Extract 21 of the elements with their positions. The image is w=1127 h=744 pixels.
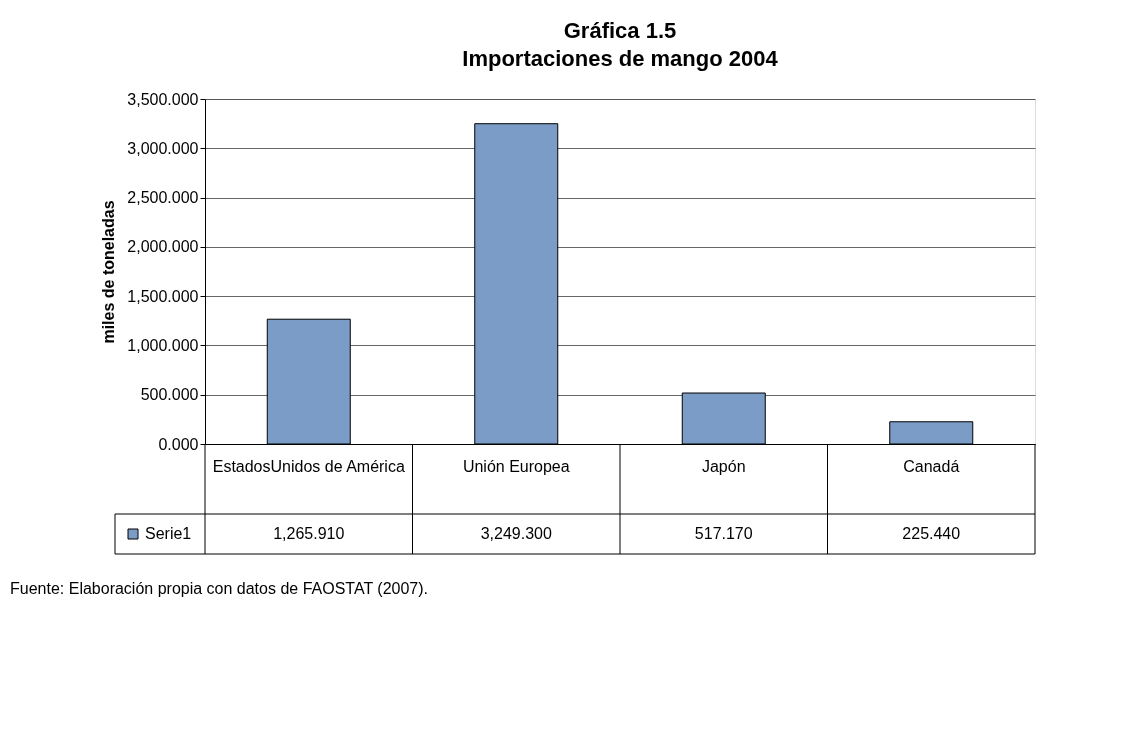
y-tick-label: 500.000 (140, 386, 199, 404)
data-label: 1,265.910 (273, 525, 345, 542)
data-label: 517.170 (694, 525, 753, 542)
y-tick-label: 3,500.000 (127, 90, 199, 108)
x-tick-label: Canadá (903, 457, 960, 475)
data-label: 225.440 (902, 525, 961, 542)
source-note: Fuente: Elaboración propia con datos de FAOSTAT (2007). (10, 580, 429, 597)
y-axis-title: miles de toneladas (100, 200, 118, 344)
y-tick-label: 3,000.000 (127, 139, 199, 157)
y-tick-label: 2,500.000 (127, 189, 199, 207)
legend-label: Serie1 (145, 525, 192, 542)
chart-subtitle: Importaciones de mango 2004 (462, 46, 779, 71)
chart-title: Gráfica 1.5 (563, 18, 677, 43)
x-tick-label: Unión Europea (462, 457, 570, 475)
y-tick-label: 0.000 (158, 435, 199, 453)
y-tick-label: 1,000.000 (127, 336, 199, 354)
data-label: 3,249.300 (480, 525, 552, 542)
y-tick-label: 2,000.000 (127, 238, 199, 256)
x-tick-label: Japón (701, 457, 746, 475)
y-tick-label: 1,500.000 (127, 287, 199, 305)
x-tick-label: EstadosUnidos de América (212, 457, 405, 475)
